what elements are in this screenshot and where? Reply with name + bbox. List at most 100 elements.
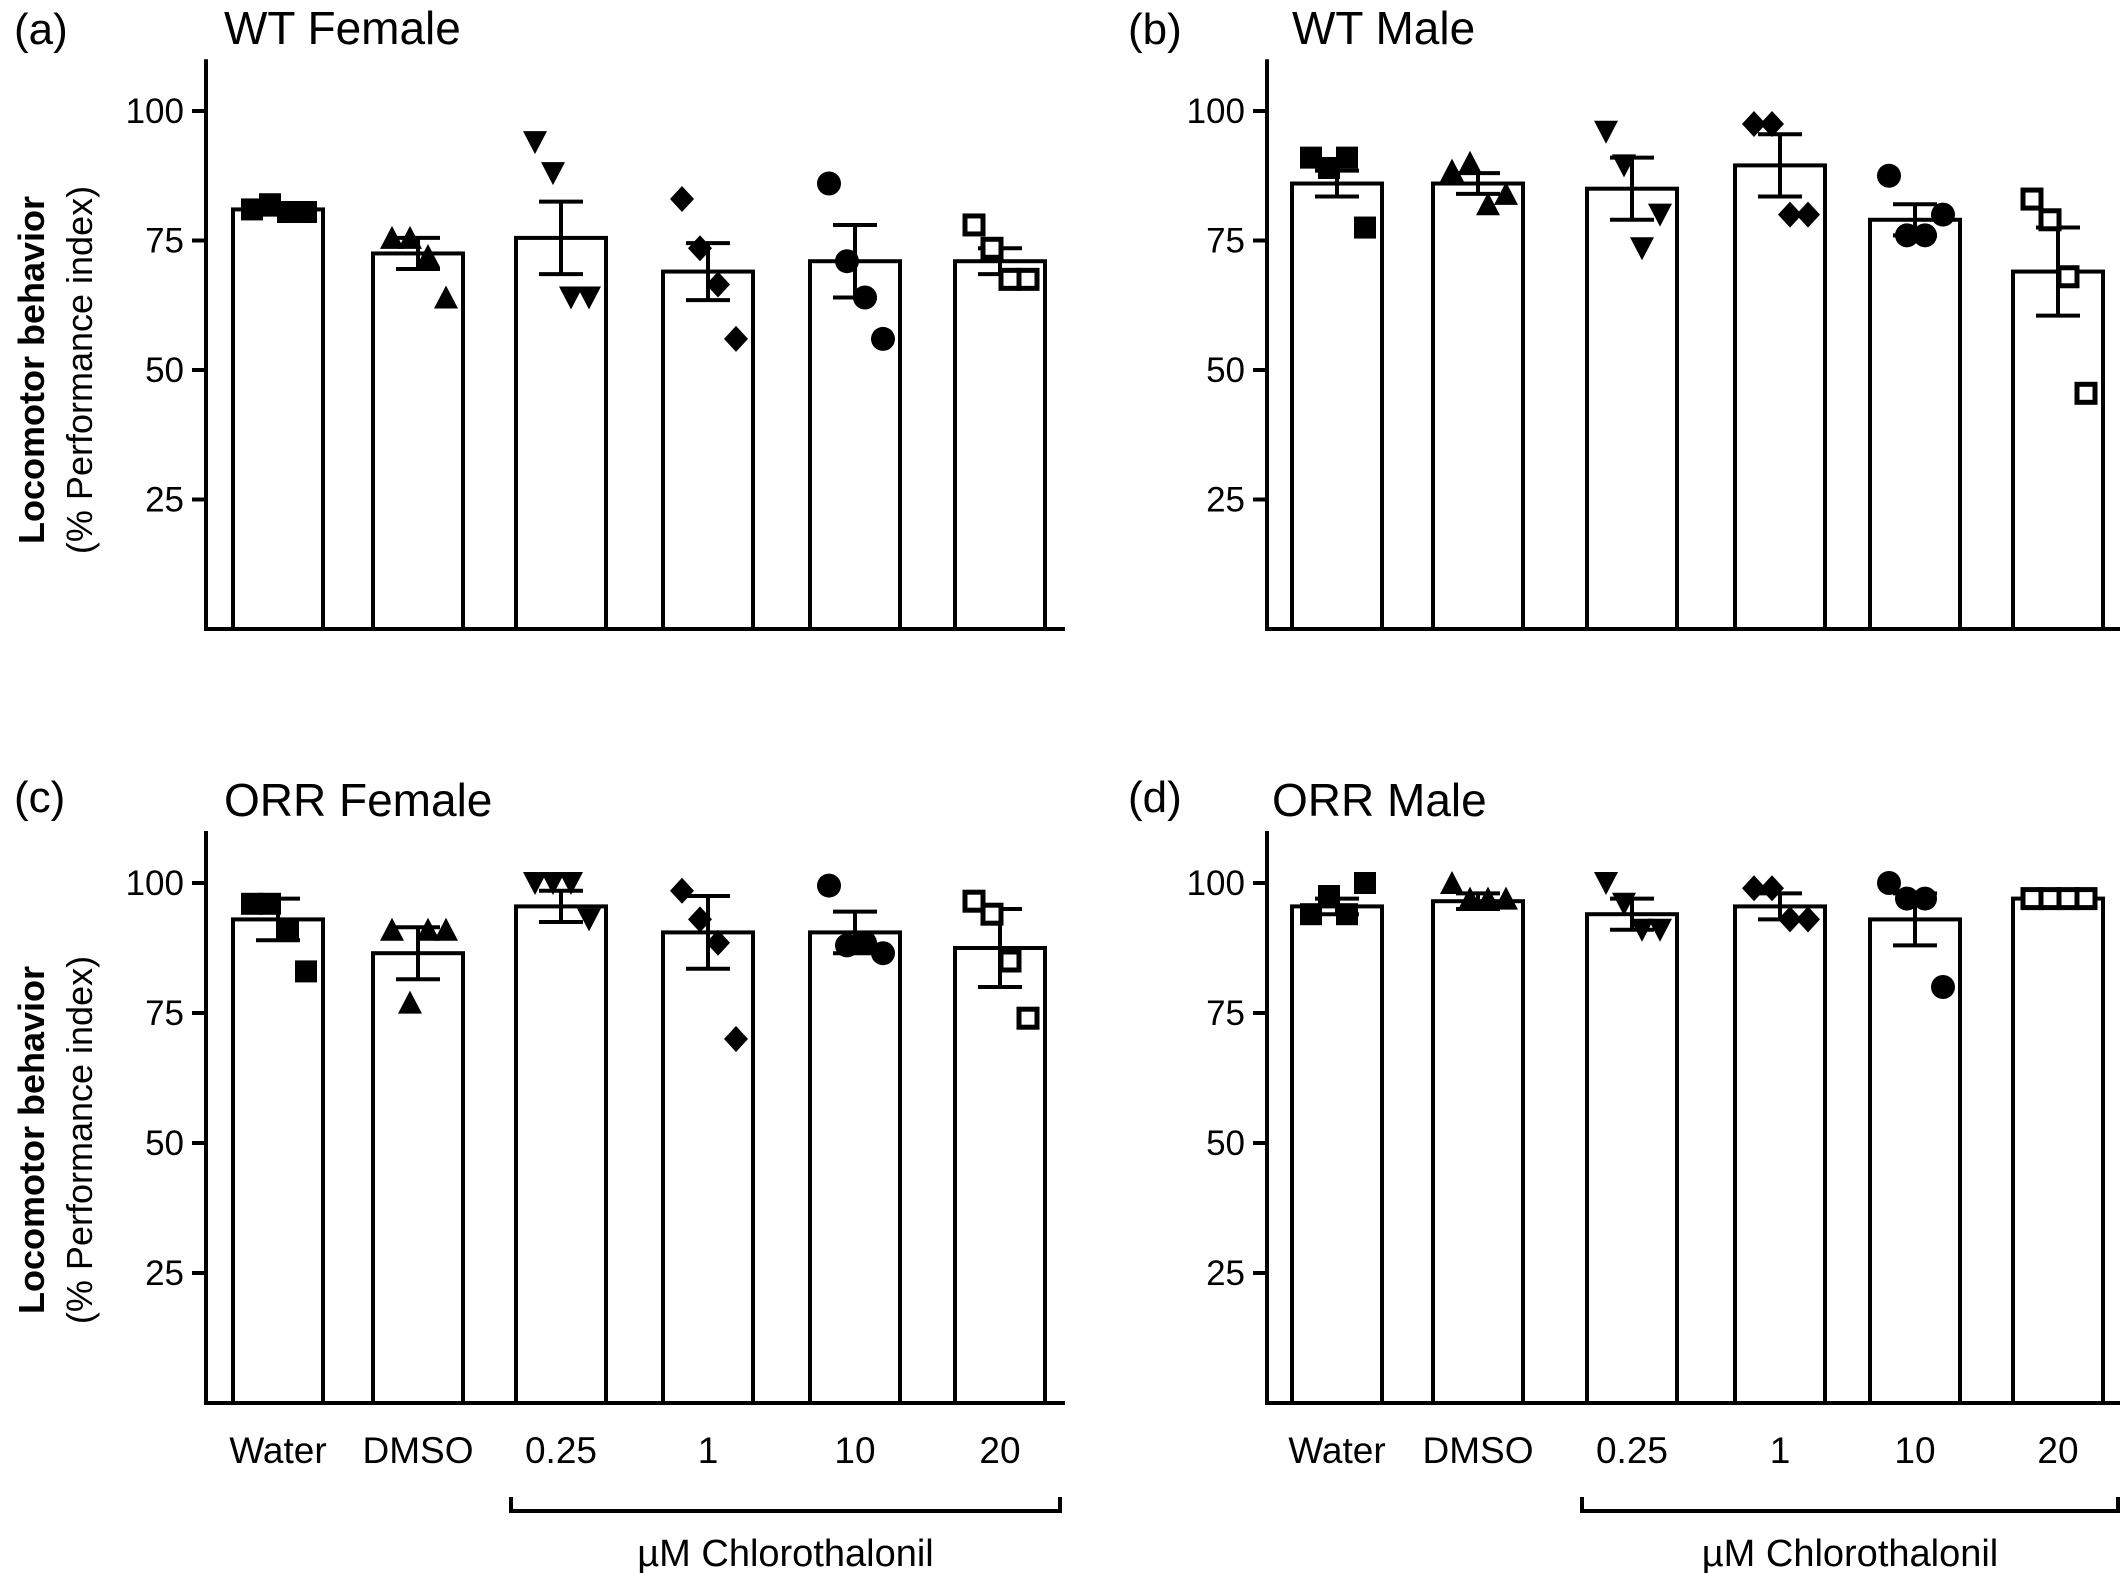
data-point xyxy=(1931,975,1955,999)
data-point xyxy=(398,990,422,1014)
data-point xyxy=(1440,871,1464,894)
concentration-bracket xyxy=(1580,1497,2120,1513)
bar xyxy=(1868,917,1962,1406)
data-point xyxy=(1796,906,1820,933)
bar xyxy=(661,269,755,631)
panel-letter: (c) xyxy=(14,773,65,822)
y-tick-label: 75 xyxy=(145,222,184,261)
y-tick-label: 100 xyxy=(1187,92,1245,131)
data-point xyxy=(559,872,583,895)
data-point xyxy=(871,326,895,351)
data-point xyxy=(295,960,317,983)
data-point xyxy=(1877,871,1901,895)
data-point xyxy=(577,908,601,932)
data-point xyxy=(1300,903,1322,926)
data-point xyxy=(295,201,317,224)
data-point xyxy=(1760,110,1784,137)
data-point xyxy=(1458,886,1482,910)
bar xyxy=(1431,181,1525,632)
category-label: 1 xyxy=(698,1430,719,1471)
y-axis-label-sub: (% Performance index) xyxy=(59,186,100,554)
y-axis-label-sub: (% Performance index) xyxy=(59,956,100,1324)
bar xyxy=(1585,912,1679,1405)
data-point xyxy=(2038,887,2062,911)
data-point xyxy=(398,225,422,249)
bar xyxy=(808,259,902,631)
bar xyxy=(371,251,465,631)
bar xyxy=(1733,904,1827,1406)
bar xyxy=(2011,896,2105,1405)
y-axis-label: Locomotor behavior (% Performance index) xyxy=(11,186,100,554)
category-label: DMSO xyxy=(363,1430,474,1471)
bar xyxy=(514,904,608,1406)
data-point xyxy=(1648,203,1672,227)
bar xyxy=(1868,217,1962,631)
data-point xyxy=(277,201,299,224)
bar xyxy=(1290,181,1384,632)
bar xyxy=(1733,163,1827,631)
data-point xyxy=(1612,892,1636,916)
chart-panel-b: (b) WT Male 25 50 75 100 xyxy=(1128,2,2120,632)
data-point xyxy=(1760,875,1784,902)
data-point xyxy=(853,930,877,955)
data-point xyxy=(2038,208,2062,232)
data-point xyxy=(1913,886,1937,911)
category-label: 20 xyxy=(2037,1430,2078,1471)
data-point xyxy=(523,131,547,155)
bar xyxy=(371,951,465,1405)
y-tick-label: 75 xyxy=(1206,222,1245,261)
y-tick-label: 25 xyxy=(1206,1254,1245,1293)
category-label: 10 xyxy=(1894,1430,1935,1471)
data-point xyxy=(1494,181,1518,205)
data-point xyxy=(1778,201,1802,228)
data-point xyxy=(871,941,895,966)
data-point xyxy=(1016,267,1040,291)
data-point xyxy=(380,917,404,941)
data-point xyxy=(416,917,440,941)
data-point xyxy=(1742,875,1766,902)
bar xyxy=(2011,269,2105,631)
data-point xyxy=(1318,156,1340,179)
data-point xyxy=(980,902,1004,926)
data-point xyxy=(1336,903,1358,926)
data-point xyxy=(1300,146,1322,169)
data-point xyxy=(259,193,281,216)
data-point xyxy=(241,892,263,915)
data-point xyxy=(1318,885,1340,907)
y-tick-label: 100 xyxy=(126,92,184,131)
data-point xyxy=(1494,886,1518,910)
y-tick-label: 50 xyxy=(145,1124,184,1163)
bar xyxy=(953,259,1047,631)
data-point xyxy=(1796,201,1820,228)
data-point xyxy=(1877,163,1901,188)
y-tick-label: 25 xyxy=(145,1254,184,1293)
data-point xyxy=(853,285,877,310)
data-point xyxy=(416,244,440,268)
data-point xyxy=(835,249,859,274)
data-point xyxy=(434,285,458,309)
data-point xyxy=(2074,381,2098,405)
category-label: 0.25 xyxy=(1596,1430,1668,1471)
category-label: 0.25 xyxy=(525,1430,597,1471)
data-point xyxy=(541,872,565,895)
data-point xyxy=(724,1026,748,1052)
bar xyxy=(808,930,902,1406)
data-point xyxy=(706,929,730,956)
data-point xyxy=(1476,886,1500,910)
data-point xyxy=(1016,1006,1040,1030)
data-point xyxy=(577,286,601,310)
data-point xyxy=(559,286,583,310)
data-point xyxy=(2020,187,2044,211)
y-axis-label-main: Locomotor behavior xyxy=(11,196,52,544)
data-point xyxy=(2056,887,2080,911)
data-point xyxy=(817,873,841,898)
data-point xyxy=(380,225,404,249)
data-point xyxy=(998,949,1022,973)
data-point xyxy=(962,213,986,237)
data-point xyxy=(817,171,841,196)
panel-title: WT Female xyxy=(224,2,461,54)
panel-letter: (b) xyxy=(1128,5,1182,54)
y-tick-label: 25 xyxy=(145,481,184,520)
bracket-label: µM Chlorothalonil xyxy=(637,1533,933,1573)
y-tick-label: 50 xyxy=(1206,351,1245,390)
